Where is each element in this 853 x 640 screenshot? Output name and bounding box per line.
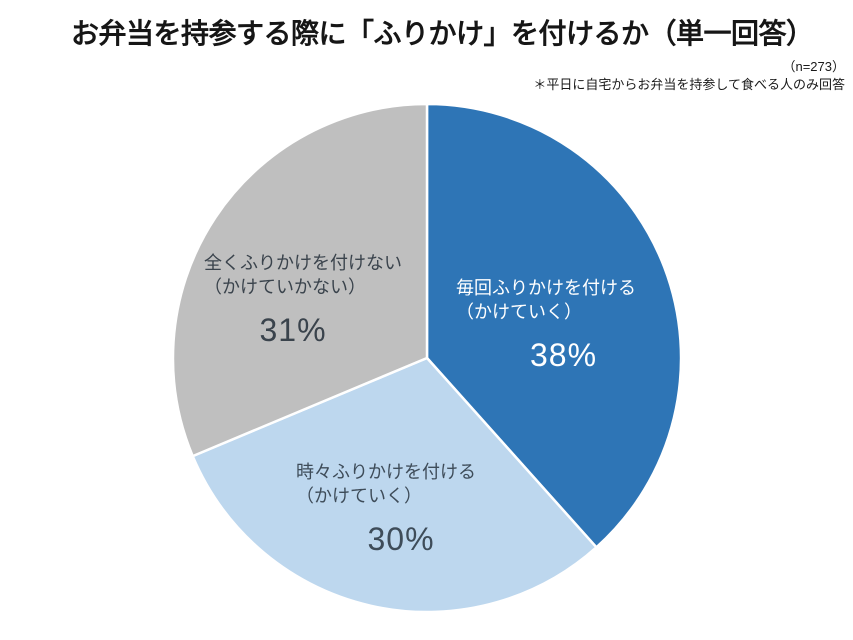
sample-size-note: （n=273） — [782, 59, 845, 74]
pie-slice-never — [171, 102, 429, 458]
slice-label-text: （かけていく） — [296, 485, 422, 506]
slice-label-text: （かけていく） — [456, 301, 582, 322]
slice-percent-value: 30% — [367, 520, 435, 557]
pie-slice-sometimes — [191, 356, 598, 614]
slice-label-every-time: 毎回ふりかけを付ける （かけていく） 38% — [456, 277, 671, 376]
chart-title: お弁当を持参する際に「ふりかけ」を付けるか（単一回答） — [71, 18, 814, 49]
slice-label-text: 全くふりかけを付けない — [204, 253, 402, 273]
slice-label-sometimes: 時々ふりかけを付ける （かけていく） 30% — [296, 461, 486, 560]
chart-note: （n=273） ＊平日に自宅からお弁当を持参して食べる人のみ回答 — [533, 58, 845, 94]
footnote: ＊平日に自宅からお弁当を持参して食べる人のみ回答 — [533, 77, 845, 93]
slice-percent-value: 31% — [259, 311, 327, 348]
slice-label-never: 全くふりかけを付けない （かけていかない） 31% — [204, 252, 412, 351]
slice-label-text: 時々ふりかけを付ける — [296, 462, 476, 482]
pie-slice-every-time — [425, 102, 683, 549]
slice-percent-value: 38% — [529, 336, 598, 373]
slice-label-text: 毎回ふりかけを付ける — [456, 278, 636, 298]
slice-label-text: （かけていかない） — [204, 276, 366, 297]
